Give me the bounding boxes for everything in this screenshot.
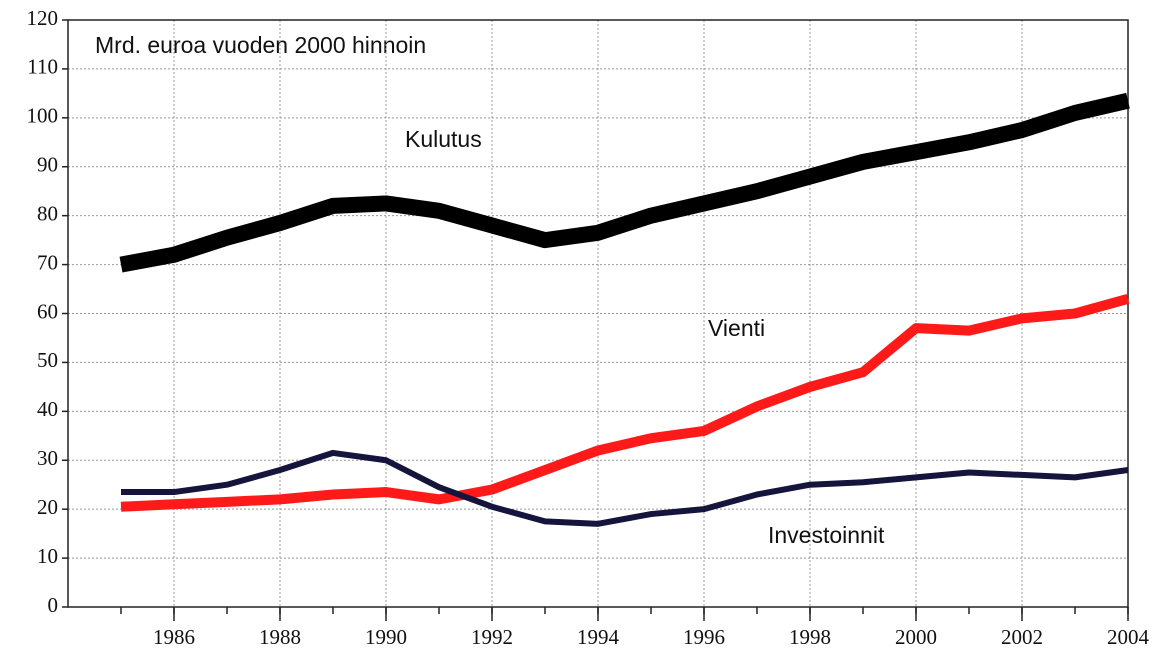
y-tick-label: 60 bbox=[37, 299, 58, 323]
x-tick-label: 1996 bbox=[683, 625, 725, 649]
series-label: Kulutus bbox=[405, 126, 482, 152]
x-tick-label: 1988 bbox=[259, 625, 301, 649]
series-line bbox=[120, 294, 1130, 512]
plot-frame bbox=[67, 19, 1129, 608]
y-tick-label: 100 bbox=[27, 104, 59, 128]
y-tick-label: 0 bbox=[48, 593, 59, 617]
x-tick-label: 2002 bbox=[1001, 625, 1043, 649]
y-tick-label: 30 bbox=[37, 446, 58, 470]
x-tick-label: 1986 bbox=[153, 625, 195, 649]
x-tick-label: 1998 bbox=[789, 625, 831, 649]
y-tick-label: 10 bbox=[37, 544, 58, 568]
x-tick-label: 1992 bbox=[471, 625, 513, 649]
series-label: Vienti bbox=[708, 315, 765, 341]
series-line bbox=[121, 449, 1129, 527]
x-tick-label: 1990 bbox=[365, 625, 407, 649]
y-tick-label: 110 bbox=[27, 55, 58, 79]
series-line bbox=[119, 92, 1130, 273]
series-label: Investoinnit bbox=[768, 522, 885, 548]
y-tick-label: 20 bbox=[37, 495, 58, 519]
y-tick-label: 120 bbox=[27, 6, 59, 30]
y-tick-label: 90 bbox=[37, 153, 58, 177]
y-tick-label: 80 bbox=[37, 201, 58, 225]
y-tick-label: 50 bbox=[37, 348, 58, 372]
chart-subtitle: Mrd. euroa vuoden 2000 hinnoin bbox=[95, 32, 426, 58]
x-tick-label: 1994 bbox=[577, 625, 620, 649]
y-tick-label: 70 bbox=[37, 250, 58, 274]
x-tick-label: 2000 bbox=[895, 625, 937, 649]
x-tick-label: 2004 bbox=[1107, 625, 1150, 649]
y-tick-label: 40 bbox=[37, 397, 58, 421]
